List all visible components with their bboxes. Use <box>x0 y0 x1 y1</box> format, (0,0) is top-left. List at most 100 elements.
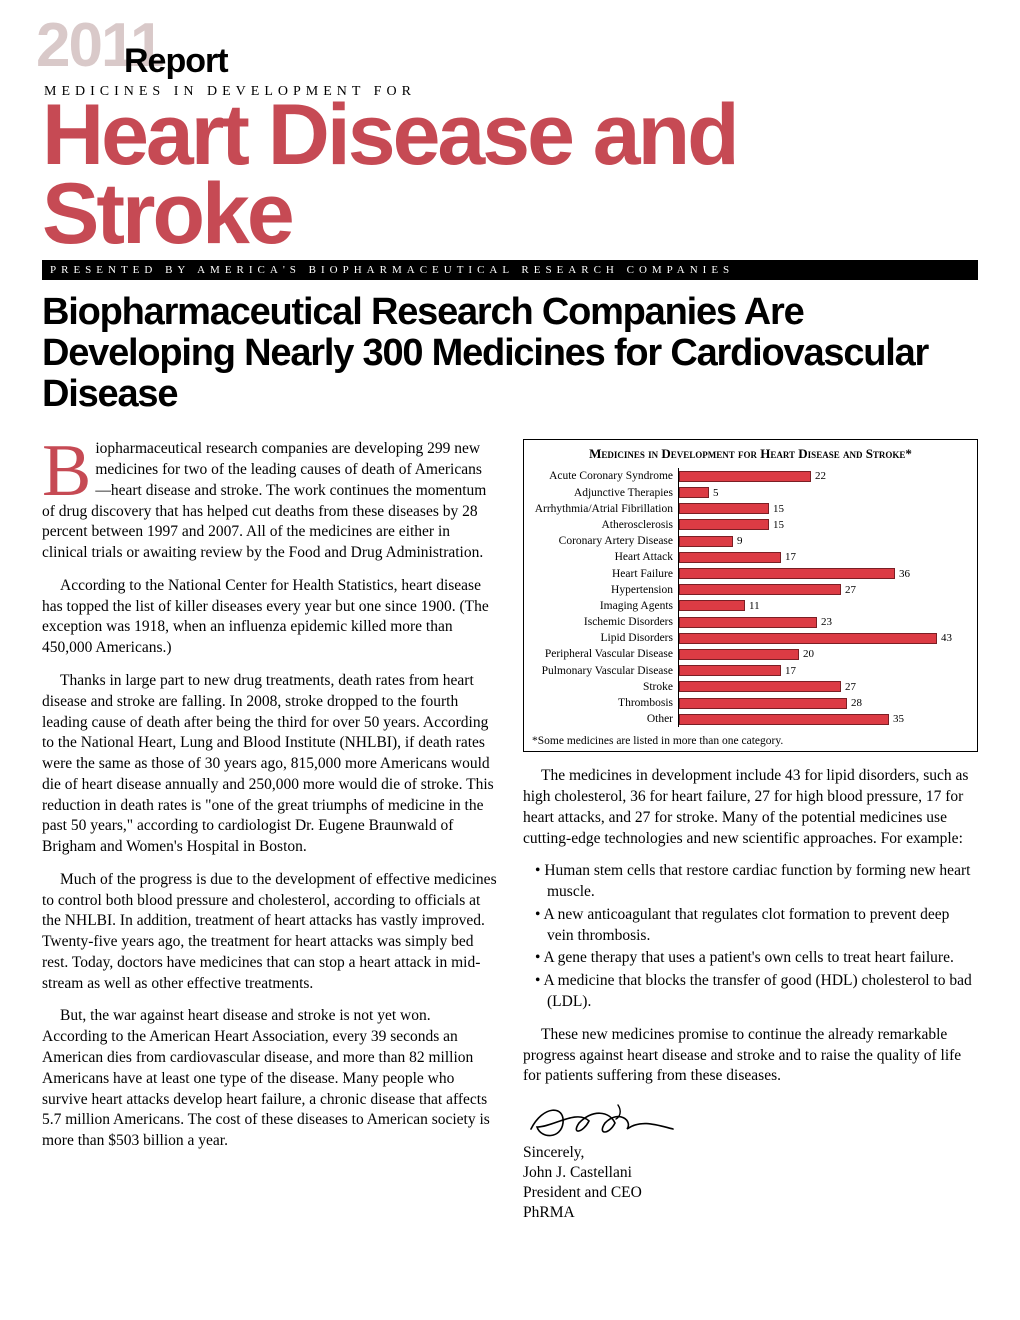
chart-label: Thrombosis <box>532 697 678 709</box>
bullet-item: A medicine that blocks the transfer of g… <box>535 971 978 1013</box>
chart-bar <box>679 471 811 482</box>
chart-row: Other35 <box>532 711 969 727</box>
closing: Sincerely, <box>523 1143 978 1163</box>
chart-bar <box>679 536 733 547</box>
chart-value: 27 <box>845 584 856 596</box>
chart-value: 11 <box>749 600 760 612</box>
chart-row: Hypertension 27 <box>532 582 969 598</box>
bullet-item: A gene therapy that uses a patient's own… <box>535 948 978 969</box>
chart-label: Lipid Disorders <box>532 632 678 644</box>
chart-track: 35 <box>678 711 969 727</box>
chart-value: 5 <box>713 487 719 499</box>
right-p2: These new medicines promise to continue … <box>523 1025 978 1087</box>
right-column: Medicines in Development for Heart Disea… <box>523 439 978 1223</box>
chart-row: Arrhythmia/Atrial Fibrillation15 <box>532 501 969 517</box>
right-body: The medicines in development include 43 … <box>523 766 978 1223</box>
chart-bar <box>679 552 781 563</box>
chart-bar <box>679 714 889 725</box>
chart-bar <box>679 698 847 709</box>
main-title: Heart Disease and Stroke <box>42 96 978 254</box>
chart-label: Heart Attack <box>532 551 678 563</box>
p1-text: iopharmaceutical research companies are … <box>42 440 486 561</box>
chart-track: 15 <box>678 501 969 517</box>
chart-track: 43 <box>678 630 969 646</box>
chart-row: Atherosclerosis 15 <box>532 517 969 533</box>
chart-row: Pulmonary Vascular Disease 17 <box>532 663 969 679</box>
chart-value: 15 <box>773 503 784 515</box>
chart-bar <box>679 584 841 595</box>
chart-value: 15 <box>773 519 784 531</box>
chart-footnote: *Some medicines are listed in more than … <box>532 735 969 747</box>
chart-track: 36 <box>678 565 969 581</box>
chart-value: 20 <box>803 648 814 660</box>
bullet-item: A new anticoagulant that regulates clot … <box>535 905 978 947</box>
chart-track: 17 <box>678 549 969 565</box>
chart-track: 5 <box>678 485 969 501</box>
header-top: 2011 Report <box>42 18 978 80</box>
chart-box: Medicines in Development for Heart Disea… <box>523 439 978 752</box>
chart-label: Other <box>532 713 678 725</box>
chart-value: 43 <box>941 632 952 644</box>
chart-label: Acute Coronary Syndrome <box>532 470 678 482</box>
dropcap: B <box>42 439 95 501</box>
chart-bar <box>679 617 817 628</box>
chart-label: Hypertension <box>532 584 678 596</box>
chart-row: Adjunctive Therapies 5 <box>532 485 969 501</box>
chart-label: Peripheral Vascular Disease <box>532 648 678 660</box>
report-label: Report <box>124 42 228 81</box>
chart-rows: Acute Coronary Syndrome 22 Adjunctive Ther… <box>532 468 969 727</box>
chart-value: 22 <box>815 470 826 482</box>
chart-label: Ischemic Disorders <box>532 616 678 628</box>
chart-value: 36 <box>899 568 910 580</box>
signature-image <box>523 1099 978 1143</box>
chart-value: 28 <box>851 697 862 709</box>
chart-row: Coronary Artery Disease9 <box>532 533 969 549</box>
chart-label: Adjunctive Therapies <box>532 487 678 499</box>
chart-bar <box>679 519 769 530</box>
chart-row: Thrombosis 28 <box>532 695 969 711</box>
chart-row: Acute Coronary Syndrome 22 <box>532 468 969 484</box>
chart-label: Heart Failure <box>532 568 678 580</box>
chart-row: Imaging Agents 11 <box>532 598 969 614</box>
chart-title: Medicines in Development for Heart Disea… <box>532 446 969 462</box>
chart-row: Stroke 27 <box>532 679 969 695</box>
signature-block: Sincerely, John J. Castellani President … <box>523 1143 978 1224</box>
chart-track: 11 <box>678 598 969 614</box>
bullet-item: Human stem cells that restore cardiac fu… <box>535 861 978 903</box>
chart-value: 17 <box>785 551 796 563</box>
chart-bar <box>679 487 709 498</box>
chart-bar <box>679 681 841 692</box>
chart-track: 27 <box>678 582 969 598</box>
chart-track: 9 <box>678 533 969 549</box>
chart-value: 27 <box>845 681 856 693</box>
sig-title: President and CEO <box>523 1183 978 1203</box>
chart-track: 20 <box>678 646 969 662</box>
chart-track: 15 <box>678 517 969 533</box>
subheadline: Biopharmaceutical Research Companies Are… <box>42 292 978 415</box>
chart-track: 28 <box>678 695 969 711</box>
paragraph-5: But, the war against heart disease and s… <box>42 1006 497 1151</box>
chart-bar <box>679 600 745 611</box>
chart-track: 23 <box>678 614 969 630</box>
chart-row: Ischemic Disorders 23 <box>532 614 969 630</box>
chart-value: 23 <box>821 616 832 628</box>
paragraph-2: According to the National Center for Hea… <box>42 576 497 659</box>
chart-track: 27 <box>678 679 969 695</box>
chart-row: Heart Attack 17 <box>532 549 969 565</box>
left-column: Biopharmaceutical research companies are… <box>42 439 497 1223</box>
chart-bar <box>679 568 895 579</box>
chart-label: Coronary Artery Disease <box>532 535 678 547</box>
two-column-layout: Biopharmaceutical research companies are… <box>42 439 978 1223</box>
chart-label: Pulmonary Vascular Disease <box>532 665 678 677</box>
presented-by-bar: PRESENTED BY AMERICA'S BIOPHARMACEUTICAL… <box>42 260 978 280</box>
paragraph-3: Thanks in large part to new drug treatme… <box>42 671 497 858</box>
sig-org: PhRMA <box>523 1203 978 1223</box>
chart-bar <box>679 633 937 644</box>
chart-row: Heart Failure 36 <box>532 565 969 581</box>
chart-value: 17 <box>785 665 796 677</box>
chart-row: Lipid Disorders 43 <box>532 630 969 646</box>
chart-label: Imaging Agents <box>532 600 678 612</box>
chart-row: Peripheral Vascular Disease 20 <box>532 646 969 662</box>
chart-label: Atherosclerosis <box>532 519 678 531</box>
chart-label: Stroke <box>532 681 678 693</box>
